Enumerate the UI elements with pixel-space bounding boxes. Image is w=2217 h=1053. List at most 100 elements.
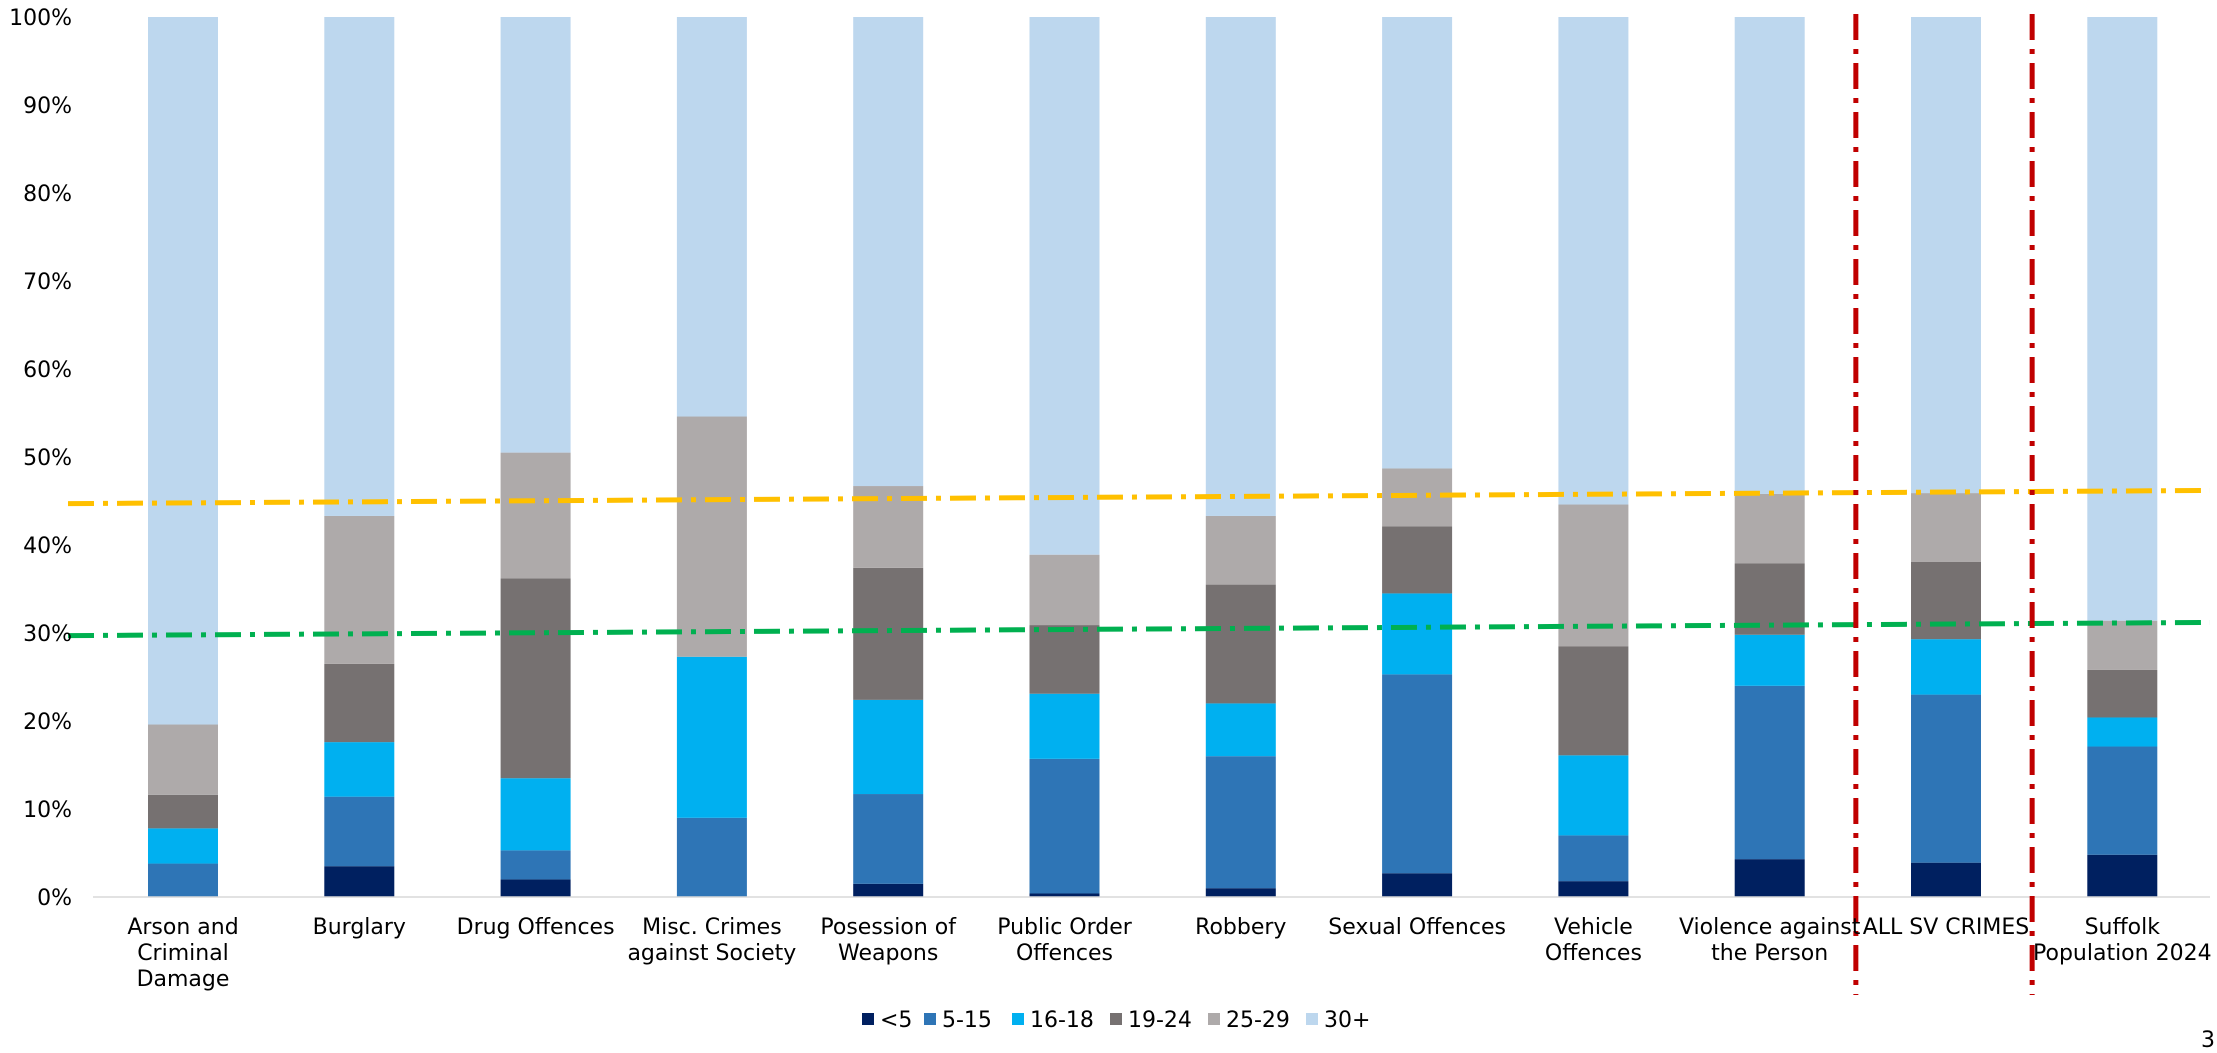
category-label: ALL SV CRIMES — [1863, 915, 2030, 940]
legend-swatch — [862, 1013, 874, 1025]
bar-segment — [1029, 893, 1100, 897]
bar-segment — [324, 866, 395, 897]
bar-segment — [500, 578, 571, 779]
bar-segment — [1734, 634, 1805, 686]
category-label-line: Public Order — [997, 915, 1133, 940]
bar-segment — [1558, 504, 1629, 647]
category-label: Arson and Criminal Damage — [127, 915, 238, 992]
category-label-line: against Society — [627, 941, 796, 966]
bar-segment — [1382, 873, 1453, 897]
legend: <5 5-15 16-18 19-24 25-29 30+ — [862, 1008, 1370, 1033]
legend-label: 19-24 — [1128, 1008, 1192, 1033]
bar-segment — [2087, 717, 2158, 747]
category-label-line: Sexual Offences — [1328, 915, 1506, 940]
y-tick-label: 40% — [23, 534, 72, 559]
bar-segment — [1382, 17, 1453, 469]
category-label-line: Vehicle — [1554, 915, 1633, 940]
category-label: Vehicle Offences — [1545, 915, 1642, 966]
y-tick-label: 0% — [37, 886, 72, 911]
bar-segment — [1205, 584, 1276, 704]
category-label-line: Robbery — [1195, 915, 1286, 940]
bar-segment — [324, 796, 395, 867]
bar-segment — [1205, 17, 1276, 516]
bar-segment — [324, 663, 395, 743]
reference-lines-layer — [67, 487, 2211, 639]
bar-segment — [1029, 625, 1100, 694]
bar-segment — [853, 699, 924, 795]
bar-segment — [148, 794, 218, 829]
legend-label: 5-15 — [942, 1008, 992, 1033]
bar-segment — [148, 17, 218, 725]
bar-segment — [2087, 17, 2158, 621]
category-label-line: Weapons — [838, 941, 938, 966]
bar-segment — [1029, 554, 1100, 626]
bar-segment — [1734, 493, 1805, 564]
legend-label: <5 — [880, 1008, 912, 1033]
bar-segment — [676, 17, 747, 417]
category-label: Suffolk Population 2024 — [2033, 915, 2212, 966]
category-label: Drug Offences — [457, 915, 615, 940]
bar-segment — [1558, 755, 1629, 836]
bar-segment — [1734, 859, 1805, 897]
bar-segment — [1382, 526, 1453, 594]
reference-line — [67, 619, 2211, 639]
bar-segment — [1558, 881, 1629, 897]
bar-segment — [2087, 746, 2158, 855]
bar-segment — [1205, 703, 1276, 757]
category-label-line: the Person — [1711, 941, 1828, 966]
y-tick-label: 80% — [23, 182, 72, 207]
bar-segment — [500, 850, 571, 880]
category-label: Robbery — [1195, 915, 1286, 940]
category-label-line: Criminal — [137, 941, 229, 966]
legend-swatch — [1208, 1013, 1220, 1025]
category-label-line: Drug Offences — [457, 915, 615, 940]
y-tick-label: 60% — [23, 358, 72, 383]
bar-segment — [2087, 620, 2158, 670]
y-tick-label: 20% — [23, 710, 72, 735]
bar-segment — [1205, 515, 1276, 585]
bar-segment — [1205, 756, 1276, 889]
category-label: Public Order Offences — [997, 915, 1133, 966]
bar-segment — [324, 17, 395, 516]
legend-swatch — [924, 1013, 936, 1025]
bar-segment — [500, 778, 571, 851]
bar-segment — [500, 452, 571, 579]
category-label-line: Violence against — [1679, 915, 1861, 940]
reference-line — [67, 487, 2211, 507]
category-label-line: Burglary — [313, 915, 406, 940]
page-number: 3 — [2201, 1028, 2215, 1053]
y-tick-label: 90% — [23, 94, 72, 119]
bar-segment — [1911, 493, 1981, 562]
bar-segment — [148, 724, 218, 795]
bar-segment — [500, 879, 571, 897]
bar-segment — [1558, 17, 1629, 505]
category-label: Posession of Weapons — [820, 915, 957, 966]
category-label: Violence against the Person — [1679, 915, 1861, 966]
category-label-line: ALL SV CRIMES — [1863, 915, 2030, 940]
bar-segment — [853, 567, 924, 700]
category-label: Misc. Crimes against Society — [627, 915, 796, 966]
legend-swatch — [1306, 1013, 1318, 1025]
bar-segment — [1205, 888, 1276, 897]
bar-segment — [2087, 854, 2158, 897]
bar-segment — [1558, 835, 1629, 882]
category-label-line: Damage — [137, 967, 230, 992]
category-label-line: Arson and — [127, 915, 238, 940]
category-label-line: Suffolk — [2085, 915, 2161, 940]
bar-segment — [1382, 593, 1453, 675]
y-tick-label: 70% — [23, 270, 72, 295]
bar-segment — [676, 656, 747, 818]
bars-layer — [148, 17, 2158, 897]
legend-label: 16-18 — [1030, 1008, 1094, 1033]
separator-lines-layer — [1853, 14, 2035, 995]
category-label: Sexual Offences — [1328, 915, 1506, 940]
category-label: Burglary — [313, 915, 406, 940]
bar-segment — [1382, 674, 1453, 874]
bar-segment — [324, 515, 395, 664]
bar-segment — [676, 817, 747, 897]
y-tick-labels: 0% 10% 20% 30% 40% 50% 60% 70% 80% 90% 100% — [9, 6, 72, 911]
bar-segment — [1029, 693, 1100, 759]
category-label-line: Posession of — [820, 915, 957, 940]
y-tick-label: 30% — [23, 622, 72, 647]
